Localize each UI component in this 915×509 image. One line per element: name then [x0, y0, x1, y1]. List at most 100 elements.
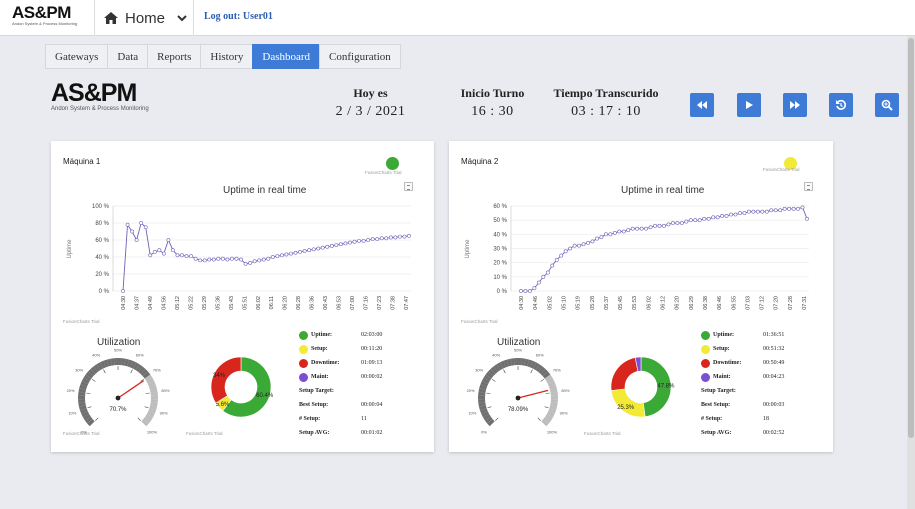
- gauge-band-segment: [93, 364, 101, 372]
- reset-button[interactable]: [829, 93, 853, 117]
- tab-reports[interactable]: Reports: [147, 44, 201, 69]
- data-point: [207, 257, 212, 262]
- app-logo-text: AS&PM: [51, 79, 137, 107]
- data-point: [675, 221, 680, 225]
- rewind-button[interactable]: [690, 93, 714, 117]
- x-tick-label: 04:49: [148, 296, 154, 310]
- x-tick-label: 06:28: [296, 296, 302, 310]
- play-button[interactable]: [737, 93, 761, 117]
- data-point: [184, 254, 189, 259]
- machine-card-2: Máquina 2 FusionCharts Trial Uptime in r…: [449, 141, 833, 452]
- tab-dashboard[interactable]: Dashboard: [252, 44, 320, 69]
- x-tick-label: 04:30: [121, 296, 127, 310]
- scrollbar-thumb[interactable]: [908, 38, 914, 438]
- x-tick-label: 05:43: [229, 296, 235, 310]
- rewind-icon: [697, 101, 707, 109]
- trial-watermark: FusionCharts Trial: [63, 319, 100, 324]
- gauge-tick-label: 80%: [561, 388, 569, 393]
- gauge-tick-label: 90%: [560, 410, 568, 415]
- data-point: [595, 236, 599, 241]
- gauge-tick-label: 0%: [481, 429, 487, 434]
- data-point: [384, 236, 389, 241]
- data-point: [302, 249, 307, 253]
- trial-watermark: FusionCharts Trial: [763, 167, 800, 172]
- data-point: [706, 216, 711, 221]
- gauge-band-segment: [78, 391, 86, 396]
- tab-configuration[interactable]: Configuration: [319, 44, 401, 69]
- tab-history[interactable]: History: [200, 44, 253, 69]
- gauge-band-segment: [496, 362, 504, 371]
- chevron-down-icon: [177, 15, 187, 22]
- tab-gateways[interactable]: Gateways: [45, 44, 108, 69]
- x-tick-label: 06:02: [646, 296, 652, 310]
- time-distribution-donut: 60.4% 5.6% 34%: [210, 356, 274, 418]
- data-point: [230, 256, 234, 261]
- data-point: [198, 258, 203, 263]
- logout-link[interactable]: Log out: User01: [204, 11, 273, 22]
- gauge-band-segment: [545, 413, 554, 421]
- gauge-band-segment: [84, 416, 93, 424]
- data-point: [778, 208, 783, 213]
- legend-dot-downtime: [299, 358, 308, 368]
- chart-menu-icon[interactable]: [804, 182, 813, 191]
- home-dropdown[interactable]: Home: [94, 0, 194, 36]
- data-point: [388, 235, 393, 240]
- x-tick-label: 05:10: [561, 296, 567, 310]
- data-point: [243, 261, 248, 266]
- page-scrollbar[interactable]: [907, 36, 915, 509]
- data-point: [139, 221, 144, 225]
- gauge-tick: [144, 406, 149, 409]
- y-tick-label: 80 %: [95, 221, 109, 227]
- data-point: [688, 218, 693, 223]
- x-tick-label: 05:02: [547, 296, 553, 310]
- x-tick-label: 06:55: [731, 296, 737, 310]
- legend-dot-maint: [701, 372, 710, 382]
- gauge-band-segment: [83, 374, 92, 382]
- x-tick-label: 05:45: [618, 296, 624, 310]
- data-point: [289, 251, 293, 256]
- brand-logo[interactable]: AS&PM Andon System & Process Monitoring: [12, 4, 84, 30]
- gauge-band-segment: [150, 395, 158, 400]
- x-tick-label: 06:11: [269, 296, 275, 309]
- gauge-tick: [491, 378, 496, 382]
- data-point: [130, 229, 134, 234]
- stat-row: Setup:: [299, 343, 328, 355]
- fast-forward-button[interactable]: [783, 93, 807, 117]
- x-tick-label: 05:36: [215, 296, 221, 310]
- data-point: [541, 274, 546, 279]
- gauge-band-segment: [146, 377, 155, 384]
- stat-label: # Setup:: [299, 416, 321, 422]
- stat-label: Best Setup:: [299, 402, 329, 408]
- gauge-band-segment: [127, 359, 133, 368]
- x-tick-label: 06:29: [689, 296, 695, 310]
- x-tick-label: 07:03: [745, 296, 751, 310]
- chart-menu-icon[interactable]: [404, 182, 413, 191]
- x-tick-label: 05:53: [632, 296, 638, 310]
- gauge-band-segment: [514, 358, 518, 366]
- x-tick-label: 07:12: [760, 296, 766, 310]
- gauge-band-segment: [150, 399, 158, 404]
- gauge-band-segment: [144, 374, 153, 382]
- date-value: 2 / 3 / 2021: [335, 104, 406, 119]
- data-point: [361, 238, 366, 243]
- stat-label: Downtime:: [311, 360, 340, 366]
- utilization-gauge: 0% 10% 20% 30% 40% 50% 60% 70% 80% 90% 100% 78.09%: [467, 348, 570, 435]
- tab-data[interactable]: Data: [107, 44, 148, 69]
- trial-watermark: FusionCharts Trial: [63, 431, 100, 436]
- gauge-band-segment: [150, 391, 158, 396]
- data-point: [621, 229, 626, 234]
- data-point: [257, 258, 262, 263]
- play-icon: [746, 101, 753, 109]
- gauge-band-segment: [81, 411, 90, 418]
- data-point: [375, 237, 380, 242]
- donut-slice-label: 47.8%: [657, 383, 675, 389]
- zoom-button[interactable]: [875, 93, 899, 117]
- data-point: [189, 254, 193, 259]
- y-tick-label: 0 %: [99, 289, 110, 295]
- data-point: [402, 234, 407, 239]
- y-tick-label: 60 %: [493, 204, 507, 210]
- data-point: [307, 248, 312, 253]
- home-label: Home: [125, 9, 166, 27]
- gauge-value-label: 70.7%: [109, 407, 127, 413]
- data-point: [608, 232, 613, 237]
